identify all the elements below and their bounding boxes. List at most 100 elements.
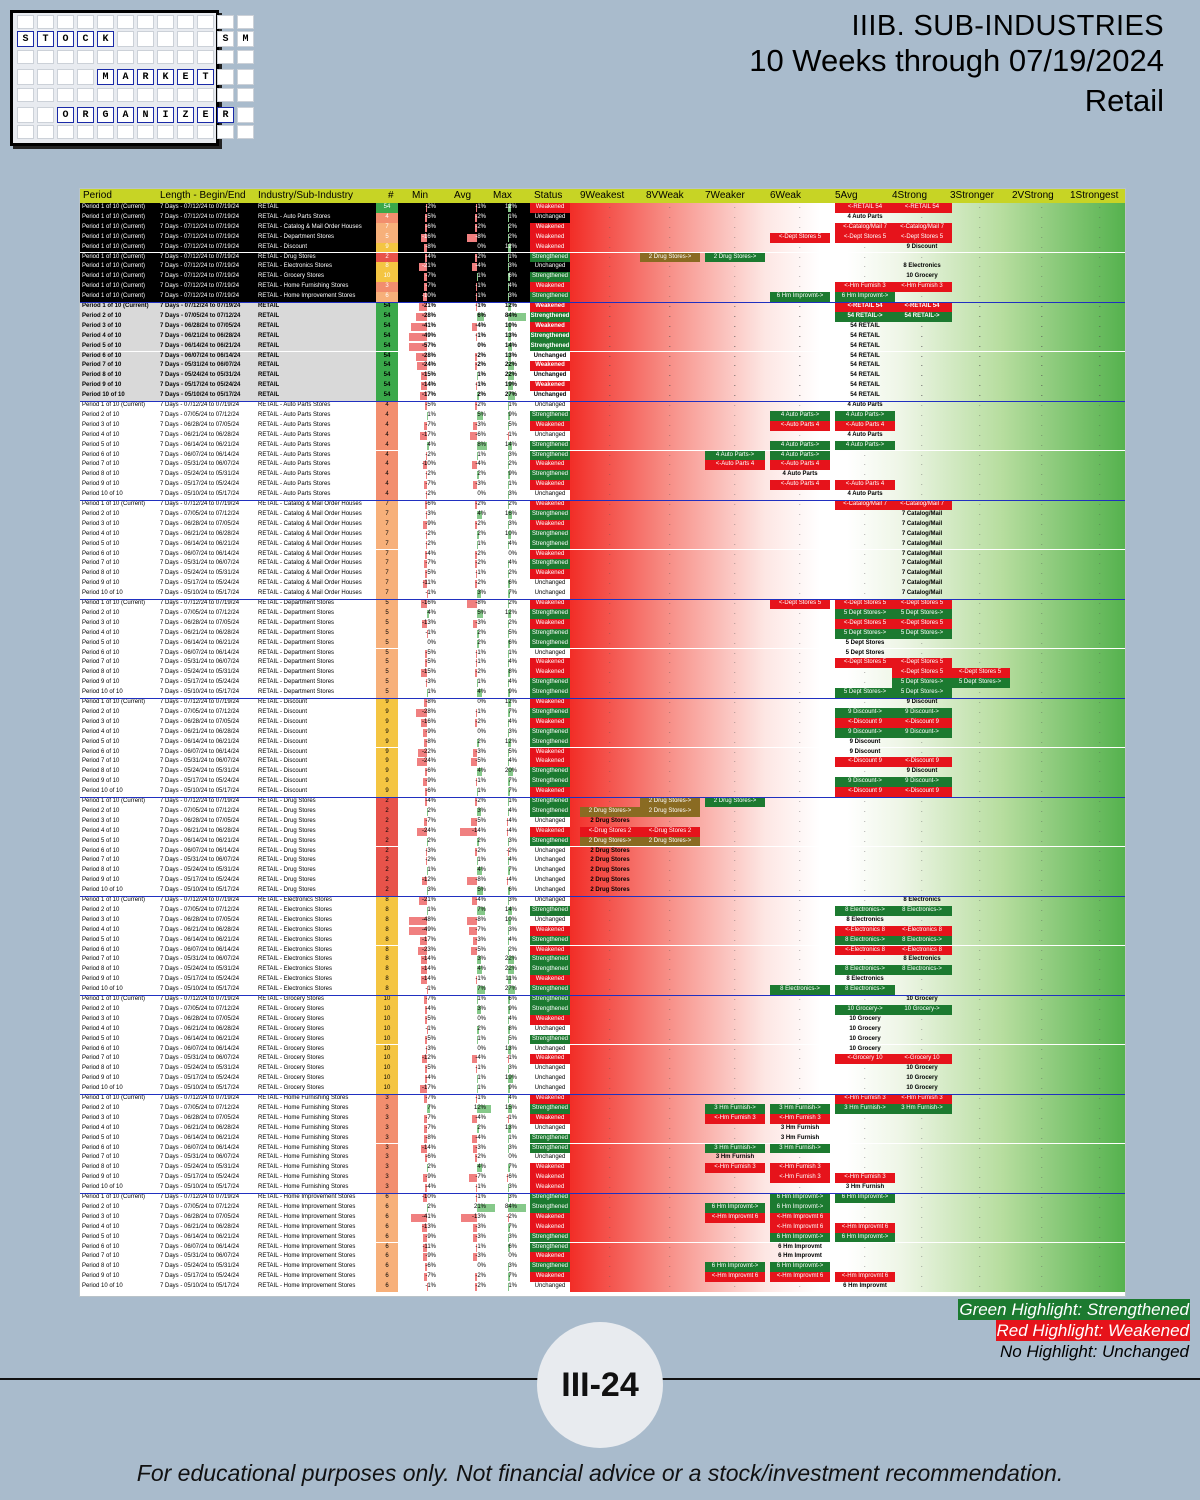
empty-cell-dot: . [1099,629,1101,636]
strength-box: 9 Discount-> [835,727,895,738]
empty-cell-dot: . [1099,600,1101,606]
empty-cell-dot: . [1041,867,1043,874]
min-cell: -7% [402,272,436,282]
logo-cell [217,125,234,139]
count-cell: 10 [376,995,398,1005]
min-cell-value: -5% [425,1015,436,1022]
min-cell-value: -2% [425,451,436,458]
empty-cell-dot: . [1041,807,1043,814]
empty-cell-dot: . [1041,679,1043,686]
industry-cell: RETAIL - Auto Parts Stores [258,213,331,220]
logo-cell [117,50,134,64]
table-row: Period 1 of 10 (Current) 7 Days - 07/12/2… [80,292,1125,302]
avg-cell-value: 2% [477,530,486,537]
empty-cell-dot: . [1099,1134,1101,1141]
avg-cell-bar [473,481,477,490]
min-cell-value: -1% [425,1025,436,1032]
status-cell: Strengthened [530,470,570,481]
avg-cell-bar [477,411,483,420]
heat-strip [570,490,1125,500]
avg-cell: -2% [446,361,486,371]
empty-cell-dot: . [921,857,923,864]
min-cell: -3% [402,1045,436,1055]
avg-cell-bar [468,926,477,935]
avg-cell-value: -1% [475,293,486,300]
avg-cell-bar [477,986,486,995]
strength-box: 2 Drug Stores [590,867,630,874]
empty-cell-dot: . [799,263,801,270]
avg-cell-value: -1% [475,649,486,656]
avg-cell-bar [475,303,477,311]
strength-box: 5 Dept Stores [845,649,885,656]
period-cell: Period 10 of 10 [82,986,123,993]
table-row: Period 3 of 10 7 Days - 06/28/24 to 07/05… [80,816,1125,827]
industry-cell: RETAIL - Catalog & Mail Order Houses [258,570,362,577]
min-cell-bar [421,976,427,985]
avg-cell-value: 2% [477,1124,486,1131]
empty-cell-dot: . [1041,204,1043,210]
max-cell-bar [508,451,509,460]
max-cell: 4% [489,282,517,292]
industry-cell: RETAIL - Drug Stores [258,877,316,884]
table-row: Period 4 of 10 7 Days - 06/21/24 to 06/28… [80,925,1125,936]
empty-cell-dot: . [1041,748,1043,755]
strength-box: 9 Discount-> [835,777,895,788]
heat-strip [570,1014,1125,1025]
max-cell: 4% [489,1015,517,1025]
max-cell: 12% [489,609,517,619]
length-cell: 7 Days - 06/14/24 to 06/21/24 [160,1233,240,1240]
avg-cell: -2% [446,1272,486,1282]
status-cell: Strengthened [530,767,570,778]
max-cell-value: 9% [508,411,517,418]
empty-cell-dot: . [921,807,923,814]
max-cell: 11% [489,975,517,985]
empty-cell-dot: . [921,471,923,478]
industry-cell: RETAIL - Discount [258,788,308,795]
period-cell: Period 5 of 10 [82,441,120,448]
status-cell: Unchanged [534,213,566,220]
empty-cell-dot: . [921,976,923,983]
max-cell-bar [508,996,510,1004]
avg-cell-bar [477,639,480,648]
max-cell: 22% [489,361,517,371]
empty-cell-dot: . [669,1164,671,1171]
count-cell: 5 [376,599,398,609]
length-cell: 7 Days - 06/14/24 to 06/21/24 [160,936,240,943]
max-cell-bar [508,946,509,955]
industry-cell: RETAIL - Home Improvement Stores [258,1213,356,1220]
header-status: Status [534,190,563,201]
empty-cell-dot: . [669,312,671,319]
avg-cell-bar [473,748,477,757]
empty-cell-dot: . [669,1134,671,1141]
length-cell: 7 Days - 05/24/24 to 05/31/24 [160,1065,240,1072]
max-cell-bar [508,758,509,767]
max-cell-value: 9% [508,1005,517,1012]
empty-cell-dot: . [734,807,736,814]
empty-cell-dot: . [734,1233,736,1240]
status-cell: Unchanged [534,877,566,884]
empty-cell-dot: . [979,966,981,973]
length-cell: 7 Days - 07/12/24 to 07/19/24 [160,283,240,290]
empty-cell-dot: . [1099,213,1101,220]
length-cell: 7 Days - 06/07/24 to 06/14/24 [160,1243,240,1250]
avg-cell-bar [477,768,482,777]
strength-box: <-Grocery 10 [892,1054,952,1065]
empty-cell-dot: . [979,936,981,943]
max-cell-value: 3% [508,451,517,458]
min-cell-bar [420,936,427,945]
min-cell-bar [425,659,427,668]
strength-box: 5 Dept Stores-> [835,608,895,619]
avg-cell-value: -2% [475,520,486,527]
min-cell: 4% [402,441,436,451]
avg-cell-bar [474,560,477,569]
empty-cell-dot: . [669,293,671,300]
min-cell-bar [423,1194,427,1202]
industry-cell: RETAIL - Catalog & Mail Order Houses [258,550,362,557]
industry-cell: RETAIL - Electronics Stores [258,926,333,933]
empty-cell-dot: . [799,936,801,943]
status-cell: Strengthened [530,440,570,451]
status-cell: Strengthened [530,1242,570,1253]
empty-cell-dot: . [799,253,801,260]
max-cell-bar [508,1005,511,1014]
empty-cell-dot: . [734,659,736,666]
